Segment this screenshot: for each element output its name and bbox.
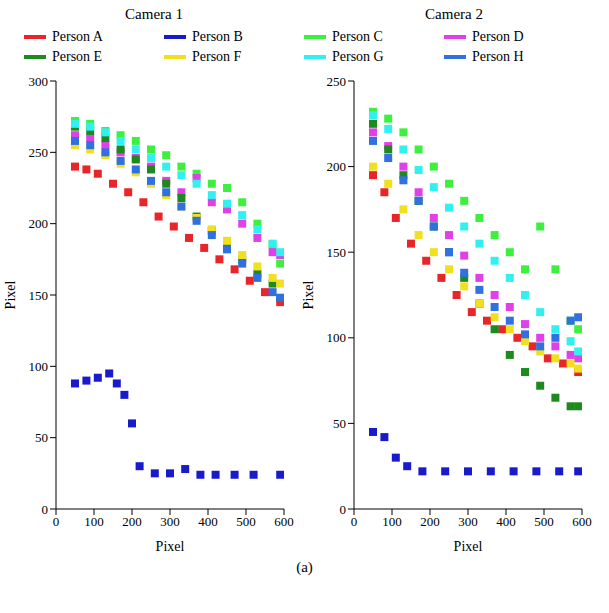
html-text:Person A: Person A (52, 29, 103, 44)
svg-text:200: 200 (327, 159, 347, 174)
svg-text:600: 600 (572, 514, 592, 529)
svg-text:150: 150 (29, 288, 49, 303)
svg-text:150: 150 (327, 245, 347, 260)
svg-text:250: 250 (29, 145, 49, 160)
svg-text:100: 100 (84, 514, 104, 529)
svg-text:500: 500 (236, 514, 256, 529)
html-text:Person C: Person C (332, 29, 383, 44)
svg-text:0: 0 (351, 514, 358, 529)
svg-text:Pixel: Pixel (4, 281, 18, 310)
svg-text:100: 100 (29, 359, 49, 374)
svg-text:300: 300 (458, 514, 478, 529)
svg-text:400: 400 (198, 514, 218, 529)
svg-text:50: 50 (35, 430, 48, 445)
html-text:Person H: Person H (472, 49, 524, 64)
svg-text:200: 200 (420, 514, 440, 529)
svg-text:600: 600 (274, 514, 294, 529)
html-text:Person D: Person D (472, 29, 524, 44)
svg-text:50: 50 (333, 416, 346, 431)
svg-text:0: 0 (42, 502, 49, 517)
svg-text:Pixel: Pixel (156, 539, 185, 554)
svg-text:100: 100 (327, 330, 347, 345)
svg-text:Pixel: Pixel (302, 281, 316, 310)
svg-text:250: 250 (327, 74, 347, 89)
html-text:Camera 1: Camera 1 (125, 6, 183, 22)
html-text:(a): (a) (296, 559, 313, 575)
svg-text:200: 200 (29, 216, 49, 231)
html-text:Camera 2: Camera 2 (425, 6, 483, 22)
svg-text:100: 100 (382, 514, 402, 529)
html-text:Person F: Person F (192, 49, 242, 64)
svg-text:200: 200 (122, 514, 142, 529)
svg-text:300: 300 (160, 514, 180, 529)
html-text:Person B: Person B (192, 29, 243, 44)
html-text:Person E: Person E (52, 49, 103, 64)
html-text:Person G: Person G (332, 49, 384, 64)
svg-text:400: 400 (496, 514, 516, 529)
svg-text:500: 500 (534, 514, 554, 529)
svg-text:0: 0 (53, 514, 60, 529)
svg-text:0: 0 (340, 502, 347, 517)
svg-text:Pixel: Pixel (454, 539, 483, 554)
svg-text:300: 300 (29, 74, 49, 89)
